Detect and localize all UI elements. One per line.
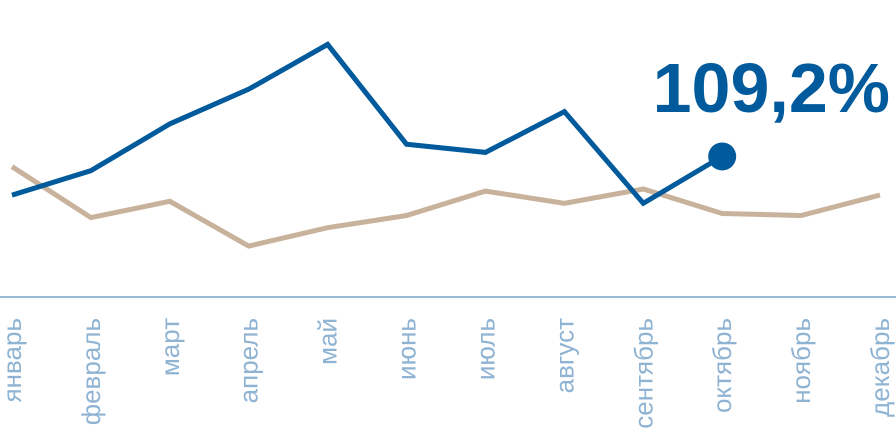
x-tick-label: январь xyxy=(0,318,27,402)
x-tick-label: сентябрь xyxy=(628,318,658,429)
series-line-1 xyxy=(11,41,724,207)
x-tick-label: июль xyxy=(470,318,500,380)
x-tick-label: декабрь xyxy=(865,318,895,417)
series-line-2 xyxy=(10,164,881,249)
series-layer xyxy=(10,41,881,249)
x-tick-label: март xyxy=(155,318,185,376)
x-tick-label: февраль xyxy=(76,318,106,425)
x-tick-label: ноябрь xyxy=(786,318,816,404)
x-tick-label: май xyxy=(313,318,343,365)
x-tick-label: октябрь xyxy=(707,318,737,413)
x-tick-label: август xyxy=(549,318,579,393)
x-tick-label: июнь xyxy=(392,318,422,380)
x-tick-labels: январь февраль март апрель май июнь июль август… xyxy=(0,318,895,429)
series-end-marker xyxy=(708,142,737,171)
data-label-annotation: 109,2% xyxy=(653,49,890,127)
x-tick-label: апрель xyxy=(234,318,264,403)
